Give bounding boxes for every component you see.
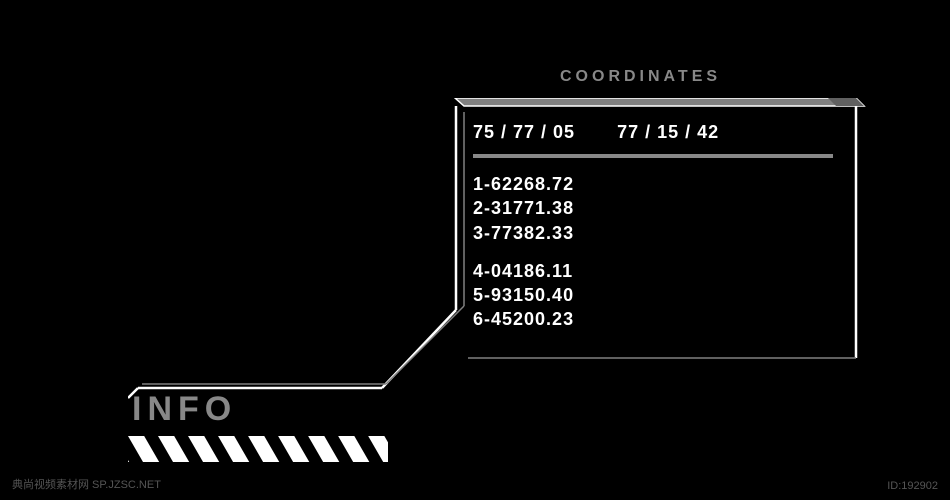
data-row: 2-31771.38 [473,196,574,220]
info-title: INFO [132,390,237,429]
watermark-id: ID:192902 [887,480,938,492]
data-row: 3-77382.33 [473,221,574,245]
coord-group-2: 77 / 15 / 42 [617,122,719,143]
coordinates-title: COORDINATES [560,68,721,86]
watermark-source: 典尚视频素材网 SP.JZSC.NET [12,476,161,492]
coordinate-readout: 75 / 77 / 05 77 / 15 / 42 [473,122,719,143]
data-row: 4-04186.11 [473,259,574,283]
data-row: 1-62268.72 [473,172,574,196]
data-readout-list: 1-62268.72 2-31771.38 3-77382.33 4-04186… [473,172,574,332]
data-row: 6-45200.23 [473,307,574,331]
data-row: 5-93150.40 [473,283,574,307]
separator-bar [473,154,833,158]
coord-group-1: 75 / 77 / 05 [473,122,575,143]
hazard-stripe-bar [128,436,388,462]
